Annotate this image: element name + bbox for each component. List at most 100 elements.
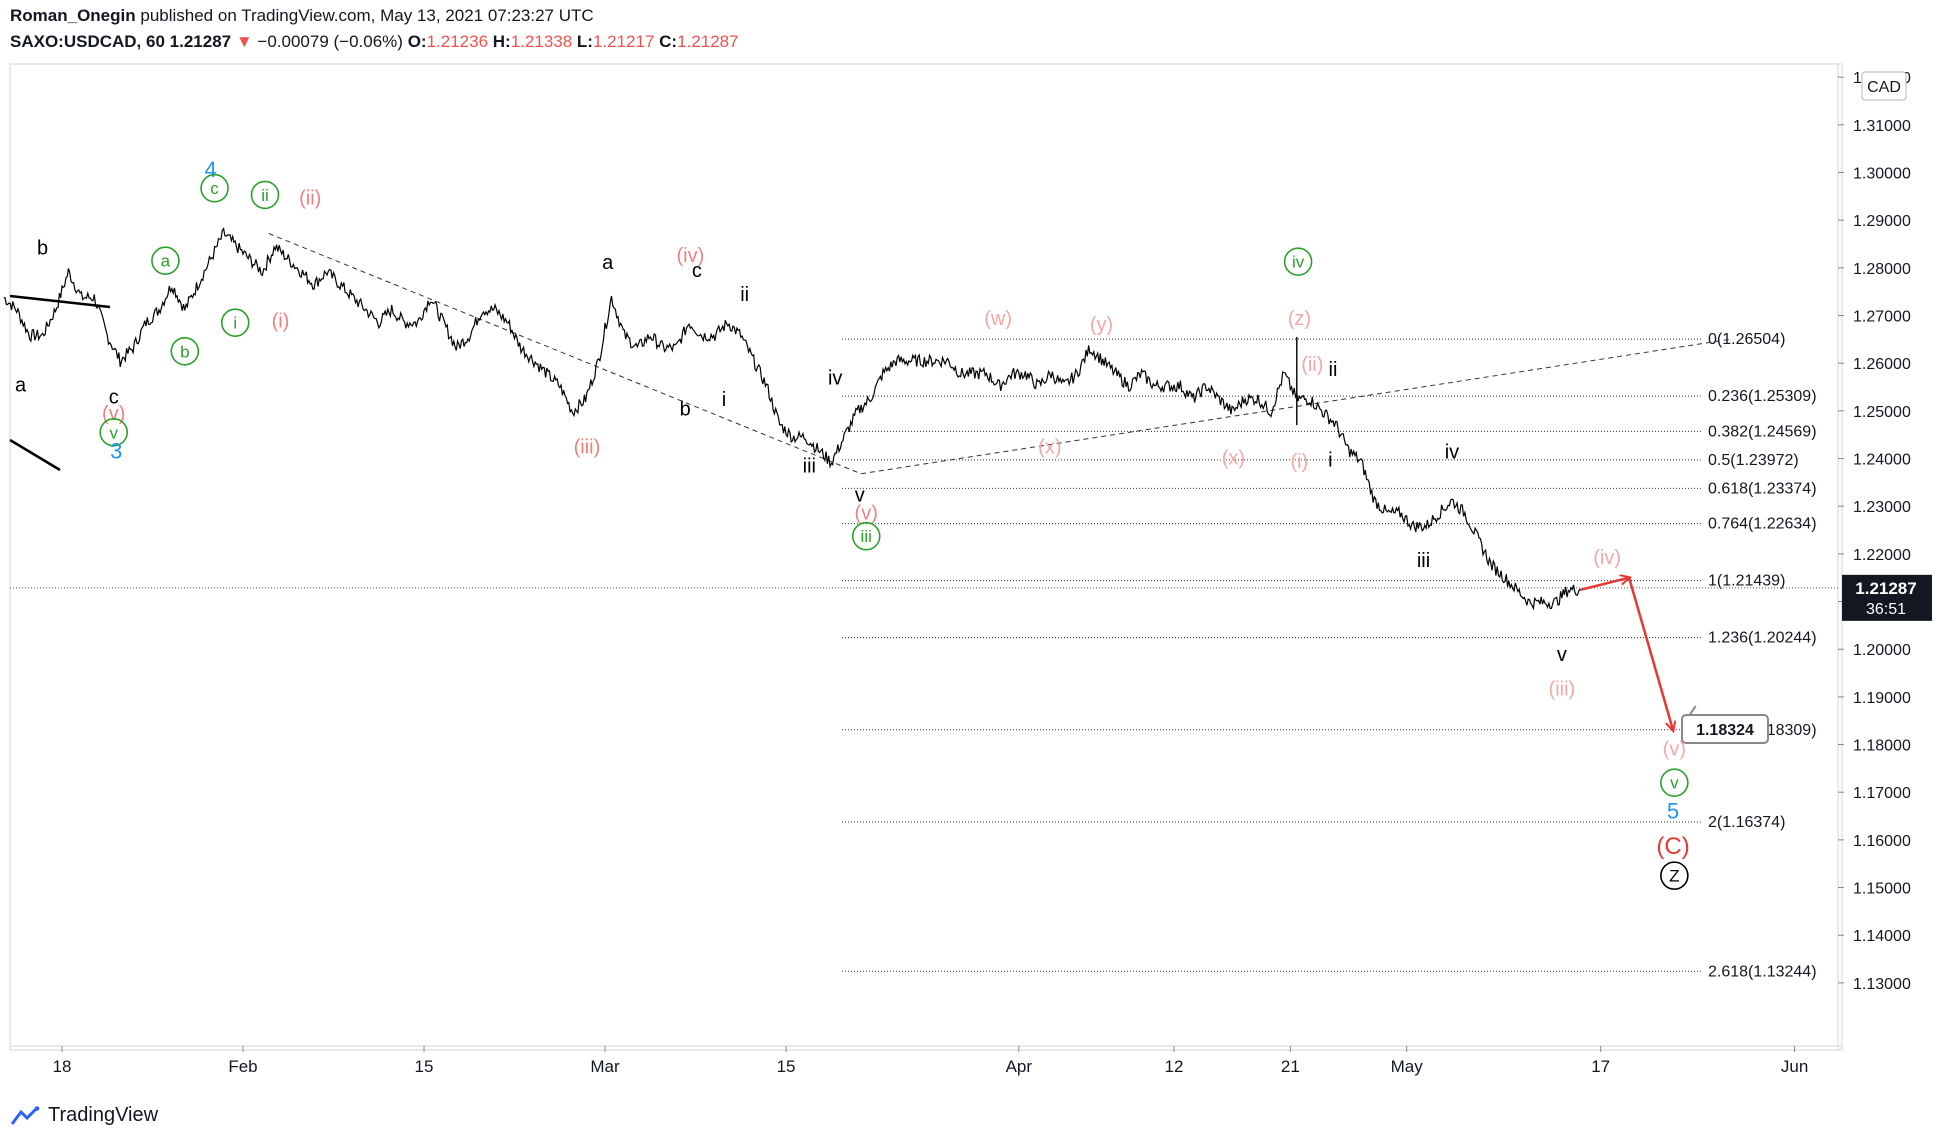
wave-label-circle: [151, 246, 180, 275]
wave-label: (iv): [1593, 547, 1621, 569]
price-tick-label: 1.20000: [1853, 642, 1911, 659]
wave-label: (i): [1290, 451, 1308, 473]
time-tick-label: Mar: [590, 1057, 620, 1076]
price-tick-label: 1.19000: [1853, 690, 1911, 707]
price-tick-label: 1.24000: [1853, 452, 1911, 469]
fib-level-label: 2.618(1.13244): [1708, 963, 1817, 980]
wave-label: v: [109, 423, 118, 442]
projection-arrow-down: [1627, 577, 1673, 731]
wave-label-circle: [250, 180, 280, 210]
target-callout-value: 1.18324: [1696, 722, 1754, 739]
fib-level-label: 0.5(1.23972): [1708, 452, 1799, 469]
price-tick-label: 1.16000: [1853, 833, 1911, 850]
wave-label: c: [109, 387, 119, 409]
wave-label: iii: [1417, 550, 1430, 572]
symbol-ohlc-bar: SAXO:USDCAD, 60 1.21287 ▼ −0.00079 (−0.0…: [10, 32, 739, 52]
current-price-value: 1.21287: [1855, 579, 1916, 598]
trend-lines: [9, 233, 1731, 475]
wave-label: b: [37, 237, 48, 259]
price-tick-label: 1.13000: [1853, 976, 1911, 993]
price-tick-label: 1.29000: [1853, 213, 1911, 230]
wave-label: (ii): [1301, 354, 1323, 376]
open-label: O:: [407, 32, 427, 51]
bar-countdown: 36:51: [1866, 601, 1906, 618]
price-tick-label: 1.30000: [1853, 166, 1911, 183]
footer-brand-text: TradingView: [48, 1104, 159, 1126]
time-tick-label: 17: [1591, 1057, 1610, 1076]
price-tick-label: 1.26000: [1853, 356, 1911, 373]
currency-label: CAD: [1867, 79, 1901, 96]
fib-level-label: 1(1.21439): [1708, 573, 1785, 590]
wave-label: (x): [1038, 437, 1061, 459]
price-series: [3, 227, 1582, 611]
time-tick-label: Feb: [228, 1057, 257, 1076]
wave-label: v: [1670, 774, 1679, 793]
author-name[interactable]: Roman_Onegin: [10, 6, 136, 25]
publish-info: Roman_Onegin published on TradingView.co…: [10, 6, 594, 26]
fib-level-label: 0.618(1.23374): [1708, 480, 1817, 497]
last-price: 1.21287: [169, 32, 232, 51]
wave-label: ii: [1329, 359, 1338, 381]
time-tick-label: 15: [415, 1057, 434, 1076]
wave-label-circle: [1283, 247, 1313, 276]
wave-label: v: [1557, 644, 1567, 666]
wave-label: iv: [828, 367, 842, 389]
wave-label: iii: [861, 527, 872, 546]
time-tick-label: 12: [1164, 1057, 1183, 1076]
wave-label: (x): [1222, 448, 1245, 470]
low-label: L:: [576, 32, 593, 51]
close-value: 1.21287: [677, 32, 739, 51]
high-label: H:: [492, 32, 511, 51]
wave-label-circle: [200, 173, 229, 203]
wave-label: iv: [1445, 441, 1459, 463]
wave-label-circle: [170, 336, 200, 366]
price-tick-label: 1.15000: [1853, 881, 1911, 898]
wave-label: (C): [1656, 833, 1689, 860]
fib-level-label: 0.764(1.22634): [1708, 516, 1817, 533]
time-axis: 18 Feb 15 Mar 15 Apr 12 21 May 17 Jun: [53, 1046, 1808, 1076]
price-tick-label: 1.27000: [1853, 309, 1911, 326]
wave-label: (z): [1288, 308, 1311, 330]
wave-label: i: [1328, 449, 1332, 471]
wave-label: iii: [803, 456, 816, 478]
wave-label: c: [692, 260, 702, 282]
price-change: −0.00079 (−0.06%): [257, 32, 403, 51]
time-tick-label: 21: [1281, 1057, 1300, 1076]
fibonacci-levels: 0(1.26504) 0.236(1.25309) 0.382(1.24569) 0.…: [10, 331, 1838, 980]
channel-upper-line: [9, 294, 111, 309]
wave-label: (ii): [299, 187, 321, 209]
wave-label: v: [855, 484, 865, 506]
wave-label: Z: [1669, 867, 1679, 886]
price-tick-label: 1.23000: [1853, 499, 1911, 516]
downtrend-dashed-line: [268, 233, 862, 475]
wave-label: iv: [1292, 253, 1305, 272]
currency-box: [1861, 71, 1907, 101]
plot-frame: [9, 63, 1843, 1051]
time-tick-label: Apr: [1006, 1057, 1033, 1076]
high-value: 1.21338: [510, 32, 573, 51]
wave-label: (iv): [676, 245, 704, 267]
wave-label: 5: [1667, 798, 1679, 823]
wave-label-circle: [851, 521, 881, 551]
wave-label: ii: [740, 284, 749, 306]
time-tick-label: 15: [777, 1057, 796, 1076]
target-callout-box: [1681, 714, 1769, 744]
published-text: published on TradingView.com, May 13, 20…: [140, 6, 594, 25]
symbol-label[interactable]: SAXO:USDCAD, 60: [10, 32, 165, 51]
down-arrow-icon: ▼: [235, 32, 253, 51]
price-axis: 1.320001.310001.300001.290001.280001.270…: [1838, 70, 1932, 993]
price-tick-label: 1.18000: [1853, 738, 1911, 755]
price-tick-label: 1.31000: [1853, 118, 1911, 135]
time-tick-label: Jun: [1781, 1057, 1808, 1076]
footer-brand[interactable]: TradingView: [10, 1104, 158, 1127]
wave-label: i: [233, 314, 237, 333]
current-price-box: [1842, 574, 1932, 621]
wave-label: ii: [261, 186, 269, 205]
projection-arrow-up: [1580, 578, 1629, 591]
fib-level-label: 0.236(1.25309): [1708, 388, 1817, 405]
wave-label: (w): [984, 308, 1012, 330]
wave-label: i: [722, 389, 726, 411]
wave-label: a: [15, 375, 27, 397]
